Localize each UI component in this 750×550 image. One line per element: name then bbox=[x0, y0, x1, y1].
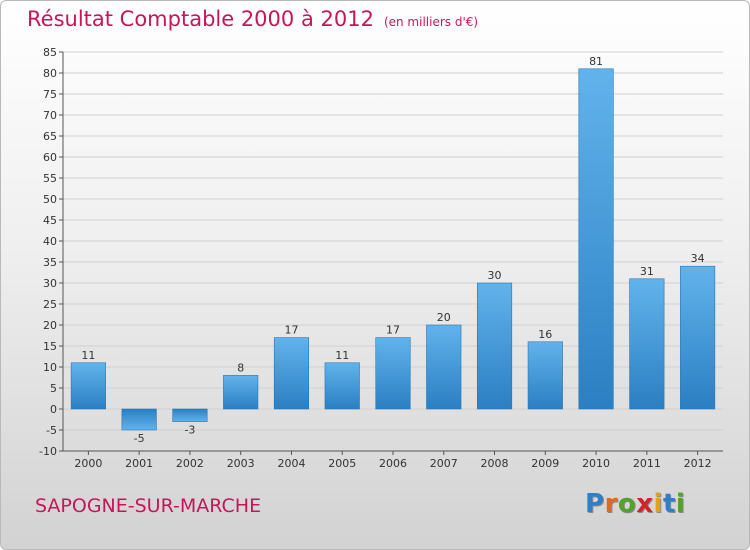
y-tick-label: 25 bbox=[43, 298, 57, 311]
data-label: 8 bbox=[237, 361, 244, 374]
bar bbox=[70, 362, 106, 410]
chart-subtitle: (en milliers d'€) bbox=[383, 15, 479, 29]
bar bbox=[527, 341, 563, 410]
y-tick-label: -5 bbox=[46, 424, 57, 437]
bar bbox=[324, 362, 360, 410]
y-tick-label: 60 bbox=[43, 151, 57, 164]
bar bbox=[172, 408, 208, 422]
bar-layer bbox=[70, 68, 716, 431]
x-tick-label: 2010 bbox=[582, 457, 610, 470]
bar bbox=[629, 278, 665, 410]
logo-letter: r bbox=[604, 489, 618, 519]
data-label: 34 bbox=[691, 252, 705, 265]
chart-title: Résultat Comptable 2000 à 2012 (en millie… bbox=[27, 7, 478, 31]
y-tick-label: 5 bbox=[50, 382, 57, 395]
y-tick-label: 45 bbox=[43, 214, 57, 227]
y-tick-label: 0 bbox=[50, 403, 57, 416]
y-tick-label: 70 bbox=[43, 109, 57, 122]
y-tick-label: 15 bbox=[43, 340, 57, 353]
data-label: 11 bbox=[81, 349, 95, 362]
logo-letter: P bbox=[585, 489, 605, 519]
y-tick-label: 65 bbox=[43, 130, 57, 143]
data-label: 20 bbox=[437, 311, 451, 324]
x-tick-label: 2012 bbox=[684, 457, 712, 470]
logo-letter: x bbox=[636, 489, 654, 519]
label-layer: 11 -5 -3 8 17 11 17 20 30 16 81 31 34 bbox=[81, 55, 704, 445]
data-label: -5 bbox=[134, 432, 145, 445]
commune-name: SAPOGNE-SUR-MARCHE bbox=[35, 495, 262, 517]
bar bbox=[680, 265, 716, 410]
data-label: -3 bbox=[184, 424, 195, 437]
data-label: 17 bbox=[386, 324, 400, 337]
data-label: 81 bbox=[589, 55, 603, 68]
x-tick-label: 2006 bbox=[379, 457, 407, 470]
x-tick-label: 2007 bbox=[430, 457, 458, 470]
logo-letter: i bbox=[653, 489, 663, 519]
logo-letter: i bbox=[675, 489, 686, 519]
bar bbox=[121, 408, 157, 431]
y-tick-label: 10 bbox=[43, 361, 57, 374]
y-tick-label: 55 bbox=[43, 172, 57, 185]
y-tick-label: 50 bbox=[43, 193, 57, 206]
y-tick-label: 80 bbox=[43, 67, 57, 80]
x-tick-label: 2009 bbox=[531, 457, 559, 470]
y-tick-label: -10 bbox=[39, 445, 57, 458]
data-label: 31 bbox=[640, 265, 654, 278]
bar bbox=[223, 375, 259, 410]
bar bbox=[273, 337, 310, 410]
y-tick-label: 20 bbox=[43, 319, 57, 332]
data-label: 17 bbox=[284, 324, 298, 337]
data-label: 16 bbox=[538, 328, 552, 341]
data-label: 30 bbox=[488, 269, 502, 282]
logo-letter: t bbox=[662, 489, 676, 519]
bar bbox=[426, 324, 462, 410]
x-tick-label: 2003 bbox=[227, 457, 255, 470]
y-tick-label: 85 bbox=[43, 46, 57, 59]
axis-layer: -10 -5 0 5 10 15 20 25 30 35 40 45 50 55 60 65 70 75 80 85 2… bbox=[39, 46, 723, 470]
bar bbox=[375, 337, 411, 410]
x-tick-label: 2008 bbox=[481, 457, 509, 470]
x-tick-label: 2005 bbox=[328, 457, 356, 470]
x-tick-label: 2004 bbox=[277, 457, 305, 470]
y-tick-label: 35 bbox=[43, 256, 57, 269]
proxiti-logo: Proxiti bbox=[585, 489, 685, 519]
x-tick-label: 2002 bbox=[176, 457, 204, 470]
title-text: Résultat Comptable 2000 à 2012 bbox=[27, 7, 374, 31]
logo-letter: o bbox=[617, 489, 637, 519]
x-tick-label: 2001 bbox=[125, 457, 153, 470]
bar bbox=[578, 68, 614, 410]
y-tick-label: 30 bbox=[43, 277, 57, 290]
data-label: 11 bbox=[335, 349, 349, 362]
x-tick-label: 2000 bbox=[74, 457, 102, 470]
bar bbox=[476, 282, 513, 410]
y-tick-label: 75 bbox=[43, 88, 57, 101]
x-tick-label: 2011 bbox=[633, 457, 661, 470]
y-tick-label: 40 bbox=[43, 235, 57, 248]
